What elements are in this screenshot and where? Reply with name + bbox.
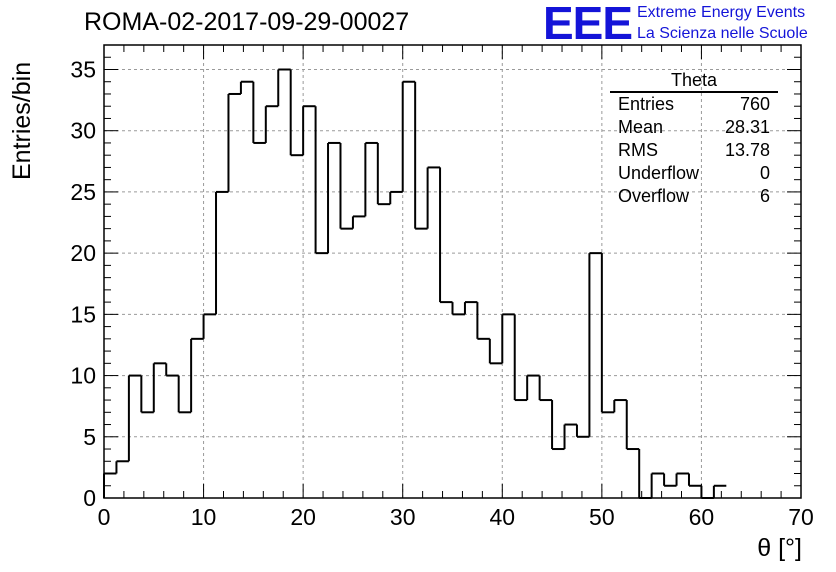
y-tick-label: 20 xyxy=(70,240,96,266)
x-tick-label: 60 xyxy=(689,504,715,530)
logo-caption-line1: Extreme Energy Events xyxy=(637,4,806,21)
stats-row-entries: Entries 760 xyxy=(610,93,778,116)
stats-value: 28.31 xyxy=(724,117,770,137)
run-title: ROMA-02-2017-09-29-00027 xyxy=(84,8,410,36)
stats-box: Theta Entries 760 Mean 28.31 RMS 13.78 U… xyxy=(610,70,778,208)
stats-label: Entries xyxy=(618,94,675,114)
y-tick-label: 10 xyxy=(70,363,96,389)
y-tick-label: 15 xyxy=(70,301,96,327)
x-tick-label: 50 xyxy=(589,504,615,530)
plot-frame xyxy=(103,44,802,499)
stats-title: Theta xyxy=(610,70,778,93)
y-axis-label: Entries/bin xyxy=(8,61,36,180)
stats-row-overflow: Overflow 6 xyxy=(610,185,778,208)
stats-value: 760 xyxy=(739,94,770,114)
x-tick-label: 30 xyxy=(390,504,416,530)
y-tick-label: 35 xyxy=(70,56,96,82)
y-tick-label: 30 xyxy=(70,118,96,144)
x-axis-label: θ [°] xyxy=(757,534,802,562)
stats-value: 13.78 xyxy=(724,140,770,160)
stats-row-rms: RMS 13.78 xyxy=(610,139,778,162)
stats-label: Mean xyxy=(618,117,664,137)
stats-label: Overflow xyxy=(618,186,690,206)
eee-logo: EEE xyxy=(543,0,633,49)
stats-row-underflow: Underflow 0 xyxy=(610,162,778,185)
stats-label: RMS xyxy=(618,140,658,160)
stats-value: 6 xyxy=(759,186,770,206)
stats-label: Underflow xyxy=(618,163,700,183)
y-tick-label: 0 xyxy=(83,485,96,511)
x-tick-label: 0 xyxy=(98,504,111,530)
y-tick-label: 25 xyxy=(70,179,96,205)
x-tick-label: 10 xyxy=(191,504,217,530)
x-tick-label: 70 xyxy=(788,504,814,530)
x-tick-label: 20 xyxy=(290,504,316,530)
logo-caption: Extreme Energy Events La Scienza nelle S… xyxy=(637,2,808,44)
logo-caption-line2: La Scienza nelle Scuole xyxy=(637,25,808,42)
y-tick-label: 5 xyxy=(83,424,96,450)
stats-row-mean: Mean 28.31 xyxy=(610,116,778,139)
x-tick-label: 40 xyxy=(489,504,515,530)
stats-value: 0 xyxy=(759,163,770,183)
